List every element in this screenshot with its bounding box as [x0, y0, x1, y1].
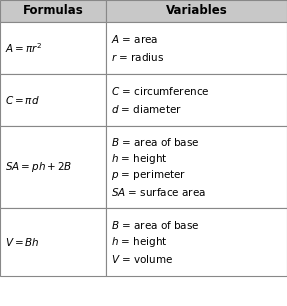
Text: $C = \pi d$: $C = \pi d$: [5, 94, 40, 106]
Text: $r$ = radius: $r$ = radius: [111, 51, 164, 63]
Text: Formulas: Formulas: [23, 5, 84, 17]
Text: $p$ = perimeter: $p$ = perimeter: [111, 168, 187, 182]
Bar: [106, 0, 287, 22]
Text: $C$ = circumference: $C$ = circumference: [111, 85, 210, 97]
Text: $A$ = area: $A$ = area: [111, 33, 159, 45]
Text: $h$ = height: $h$ = height: [111, 152, 168, 166]
Text: $V = Bh$: $V = Bh$: [5, 236, 40, 248]
Bar: [0, 126, 106, 208]
Text: Variables: Variables: [166, 5, 228, 17]
Text: $A = \pi r^2$: $A = \pi r^2$: [5, 41, 42, 55]
Bar: [0, 208, 106, 276]
Text: $SA$ = surface area: $SA$ = surface area: [111, 186, 206, 198]
Bar: [106, 126, 287, 208]
Text: $SA = ph+2B$: $SA = ph+2B$: [5, 160, 72, 174]
Bar: [106, 22, 287, 74]
Text: $d$ = diameter: $d$ = diameter: [111, 103, 182, 115]
Text: $B$ = area of base: $B$ = area of base: [111, 219, 200, 231]
Bar: [0, 22, 106, 74]
Bar: [106, 74, 287, 126]
Bar: [106, 208, 287, 276]
Text: $B$ = area of base: $B$ = area of base: [111, 136, 200, 148]
Bar: [0, 0, 106, 22]
Text: $V$ = volume: $V$ = volume: [111, 253, 174, 265]
Bar: [0, 74, 106, 126]
Text: $h$ = height: $h$ = height: [111, 235, 168, 249]
